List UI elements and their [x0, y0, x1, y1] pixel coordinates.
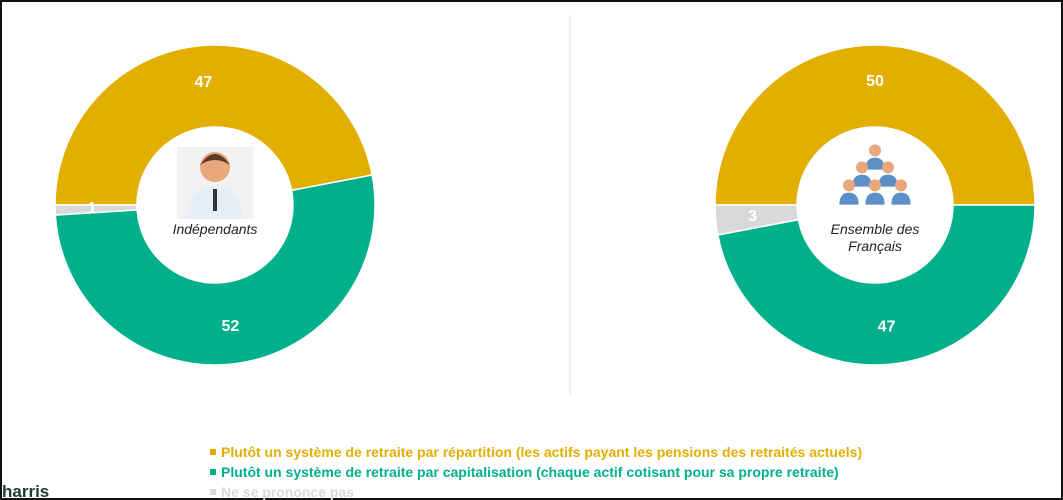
- donut-slice: [714, 204, 800, 236]
- donut-slice: [716, 204, 1036, 366]
- icon-head: [856, 161, 868, 174]
- icon-hair: [200, 154, 230, 165]
- legend-text: Plutôt un système de retraite par capita…: [221, 464, 839, 480]
- value-label: 1: [88, 200, 97, 217]
- icon-body: [865, 192, 885, 205]
- donut-slice: [714, 44, 1036, 206]
- value-label: 47: [195, 74, 213, 91]
- legend-swatch: [210, 489, 216, 495]
- legend-text: Plutôt un système de retraite par répart…: [221, 444, 863, 460]
- icon-tie: [213, 189, 217, 211]
- legend-item: Ne se prononce pas: [210, 484, 354, 500]
- legend-item: Plutôt un système de retraite par capita…: [210, 464, 839, 480]
- legend-swatch: [210, 449, 216, 455]
- icon-body: [852, 174, 872, 187]
- logo: harris: [2, 482, 50, 500]
- donut-slice: [54, 204, 138, 216]
- legend-item: Plutôt un système de retraite par répart…: [210, 444, 862, 460]
- icon-head: [869, 144, 881, 157]
- center-label: Ensemble des Français: [830, 221, 920, 254]
- center-label: Indépendants: [172, 221, 258, 237]
- icon-head: [843, 179, 855, 192]
- donut-slice: [54, 44, 374, 206]
- icon-head: [882, 161, 894, 174]
- icon-body: [839, 192, 859, 205]
- icon-head: [869, 179, 881, 192]
- value-label: 3: [748, 208, 757, 225]
- value-label: 52: [222, 318, 240, 335]
- icon-body: [891, 192, 911, 205]
- legend-text: Ne se prononce pas: [221, 484, 355, 500]
- icon-body: [878, 174, 898, 187]
- value-label: 47: [878, 319, 896, 336]
- value-label: 50: [866, 73, 884, 90]
- icon-head: [895, 179, 907, 192]
- donut-slice: [54, 174, 376, 366]
- legend-swatch: [210, 469, 216, 475]
- icon-body: [865, 157, 885, 170]
